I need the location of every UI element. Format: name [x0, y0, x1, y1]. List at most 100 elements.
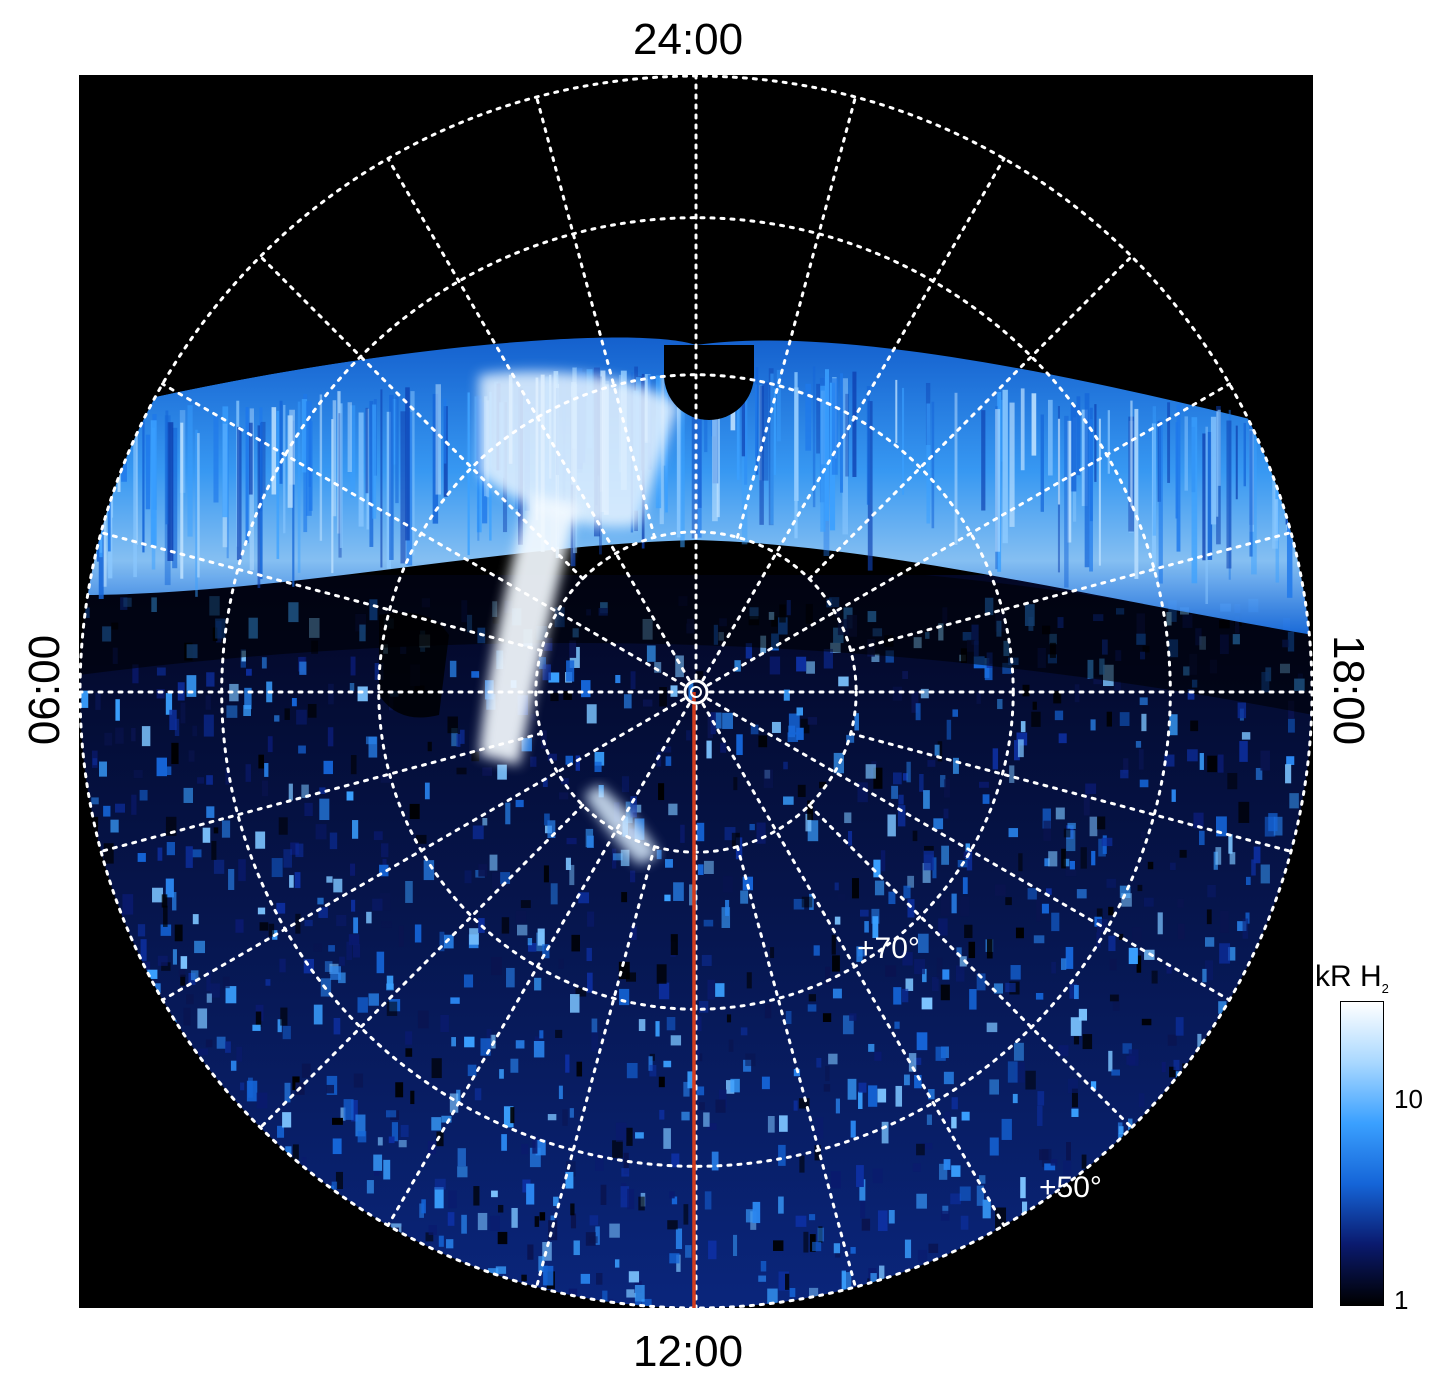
speckle-pixel — [332, 1138, 342, 1155]
speckle-pixel — [220, 1283, 226, 1306]
latitude-label-50: +50° — [1039, 1171, 1102, 1204]
speckle-pixel — [872, 1168, 883, 1184]
speckle-pixel — [575, 755, 581, 771]
speckle-pixel — [373, 831, 383, 841]
speckle-pixel — [1251, 1132, 1259, 1140]
speckle-pixel — [630, 870, 636, 883]
speckle-pixel — [146, 1083, 157, 1101]
bright-spot — [479, 371, 679, 527]
speckle-pixel — [522, 1282, 528, 1302]
speckle-pixel — [750, 724, 759, 735]
speckle-pixel — [1106, 711, 1112, 727]
speckle-pixel — [923, 850, 934, 871]
speckle-pixel — [1312, 1184, 1313, 1195]
speckle-pixel — [1143, 897, 1154, 907]
speckle-pixel — [692, 1016, 702, 1032]
speckle-pixel — [388, 1136, 395, 1144]
speckle-pixel — [1245, 912, 1250, 924]
speckle-pixel — [1041, 903, 1049, 914]
speckle-pixel — [1114, 681, 1121, 691]
speckle-pixel — [976, 1185, 984, 1206]
speckle-pixel — [1292, 1048, 1297, 1064]
latitude-circle — [534, 530, 858, 854]
speckle-pixel — [992, 748, 999, 770]
speckle-pixel — [103, 843, 114, 864]
speckle-pixel — [222, 976, 230, 989]
speckle-pixel — [480, 1038, 491, 1056]
speckle-pixel — [1010, 1250, 1019, 1257]
speckle-pixel — [989, 1137, 999, 1156]
speckle-pixel — [885, 650, 894, 663]
speckle-pixel — [451, 728, 458, 747]
speckle-pixel — [1256, 1063, 1265, 1080]
speckle-pixel — [101, 945, 111, 957]
speckle-pixel — [246, 668, 252, 676]
speckle-pixel — [1279, 931, 1289, 942]
speckle-pixel — [663, 1128, 671, 1149]
speckle-pixel — [1137, 1272, 1147, 1284]
speckle-pixel — [346, 791, 354, 801]
speckle-pixel — [800, 718, 810, 734]
speckle-pixel — [898, 794, 904, 805]
speckle-pixel — [1126, 1055, 1136, 1065]
speckle-pixel — [439, 931, 445, 952]
speckle-pixel — [555, 1029, 563, 1038]
speckle-pixel — [566, 1161, 576, 1177]
speckle-pixel — [752, 1201, 761, 1224]
oval-streak — [1070, 404, 1077, 492]
speckle-pixel — [1169, 1066, 1176, 1078]
speckle-pixel — [1120, 769, 1129, 779]
speckle-pixel — [381, 921, 392, 928]
speckle-pixel — [1058, 733, 1067, 744]
speckle-pixel — [1093, 677, 1102, 685]
speckle-pixel — [1200, 1075, 1211, 1083]
speckle-pixel — [141, 726, 151, 747]
speckle-pixel — [386, 975, 394, 990]
speckle-pixel — [793, 898, 805, 910]
speckle-pixel — [986, 1022, 998, 1033]
speckle-pixel — [132, 664, 139, 684]
speckle-pixel — [1290, 1000, 1299, 1018]
speckle-pixel — [1009, 765, 1015, 783]
speckle-pixel — [1139, 1151, 1148, 1159]
speckle-pixel — [292, 1230, 302, 1251]
speckle-pixel — [123, 1120, 134, 1130]
speckle-pixel — [1061, 848, 1066, 869]
speckle-pixel — [1043, 820, 1051, 841]
oval-streak — [816, 383, 820, 454]
speckle-pixel — [313, 1004, 323, 1025]
speckle-pixel — [1237, 983, 1244, 1005]
oval-streak — [108, 439, 111, 552]
speckle-pixel — [795, 1215, 807, 1227]
speckle-pixel — [1066, 830, 1076, 852]
speckle-pixel — [490, 1215, 500, 1231]
speckle-pixel — [115, 803, 126, 813]
speckle-pixel — [530, 756, 537, 767]
speckle-pixel — [586, 835, 594, 848]
speckle-pixel — [550, 692, 559, 702]
speckle-pixel — [215, 1261, 221, 1277]
speckle-pixel — [926, 1114, 932, 1125]
oval-streak — [665, 373, 668, 513]
speckle-pixel — [724, 827, 736, 841]
speckle-pixel — [936, 1276, 947, 1283]
speckle-pixel — [1197, 1033, 1202, 1051]
speckle-pixel — [841, 1272, 852, 1294]
speckle-pixel — [224, 1186, 233, 1205]
speckle-pixel — [942, 1205, 949, 1214]
speckle-pixel — [478, 864, 488, 877]
speckle-pixel — [914, 1057, 922, 1065]
speckle-pixel — [431, 1278, 440, 1285]
oval-streak — [276, 410, 280, 559]
speckle-pixel — [159, 1201, 167, 1213]
speckle-pixel — [917, 1249, 928, 1263]
oval-streak — [697, 379, 702, 538]
speckle-pixel — [447, 1212, 455, 1226]
speckle-pixel — [115, 699, 120, 721]
speckle-pixel — [943, 1071, 954, 1085]
oval-streak — [389, 394, 394, 560]
speckle-pixel — [160, 924, 172, 936]
speckle-pixel — [785, 1273, 790, 1290]
speckle-pixel — [243, 705, 251, 717]
speckle-pixel — [274, 1183, 285, 1205]
